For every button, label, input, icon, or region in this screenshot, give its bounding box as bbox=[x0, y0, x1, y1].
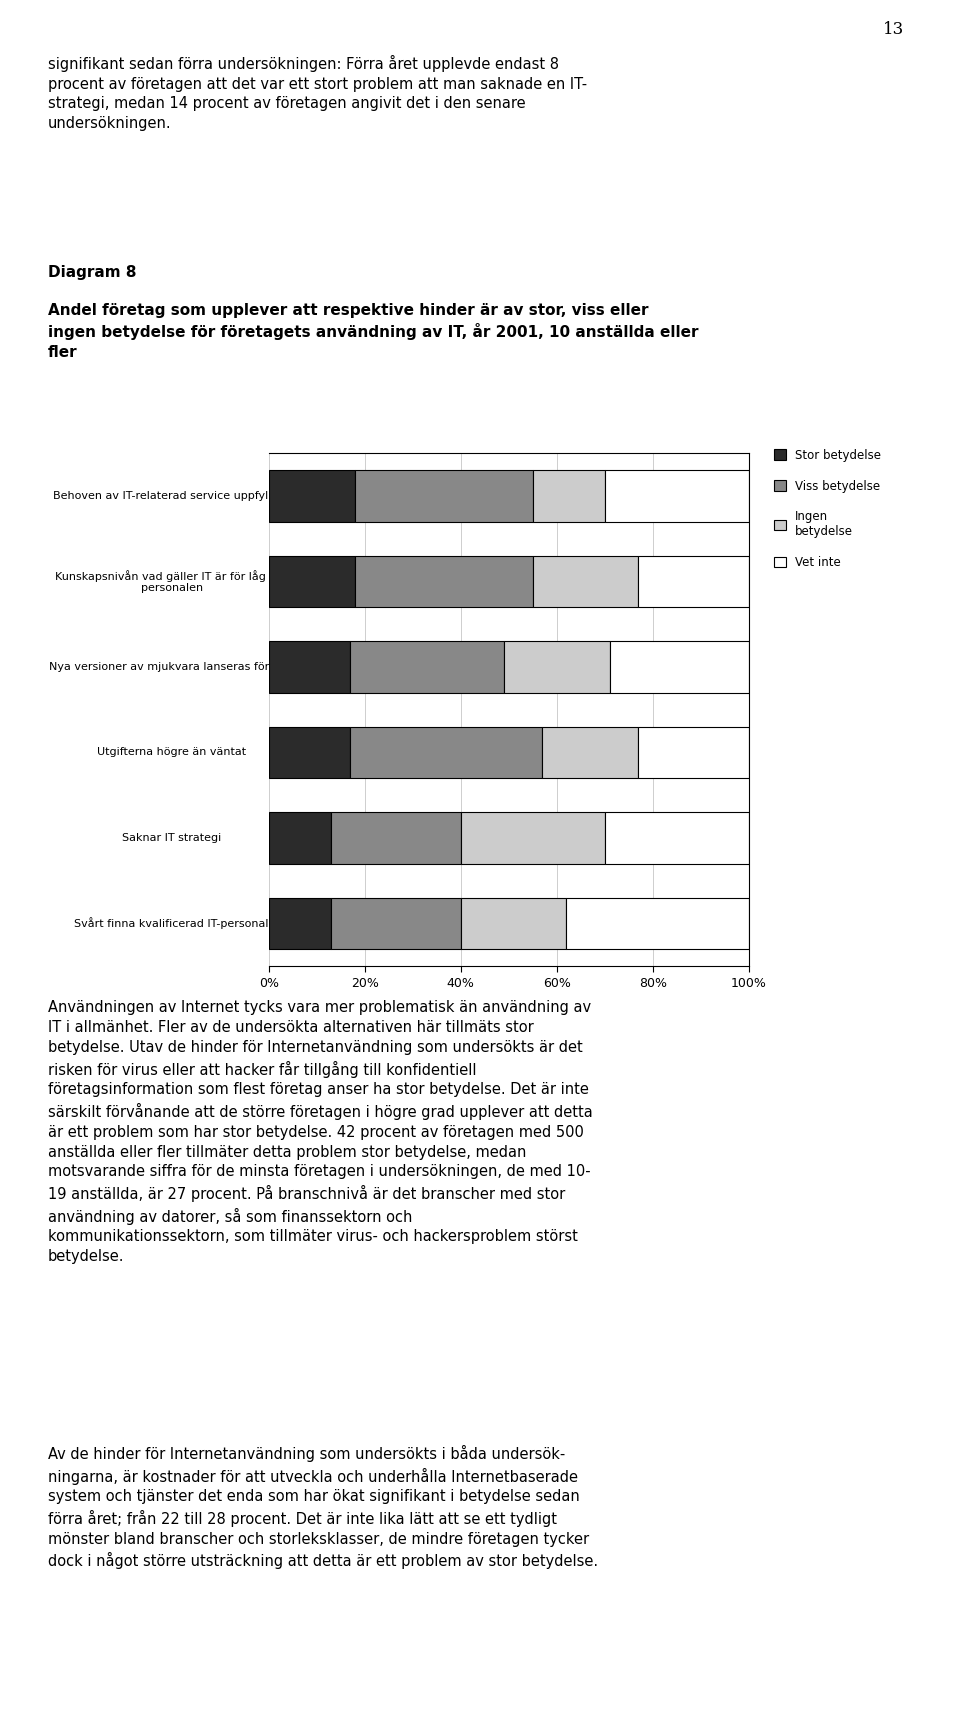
Bar bbox=[542, 727, 638, 778]
Bar bbox=[605, 812, 749, 864]
Text: Av de hinder för Internetanvändning som undersökts i båda undersök-
ningarna, är: Av de hinder för Internetanvändning som … bbox=[48, 1445, 598, 1570]
Bar bbox=[355, 556, 533, 607]
Bar bbox=[504, 641, 610, 693]
Bar bbox=[355, 470, 533, 522]
Bar bbox=[269, 727, 350, 778]
Bar bbox=[566, 898, 749, 949]
Bar bbox=[461, 898, 566, 949]
Bar bbox=[638, 727, 749, 778]
Bar bbox=[331, 812, 461, 864]
Bar bbox=[533, 470, 605, 522]
Text: Användningen av Internet tycks vara mer problematisk än användning av
IT i allmä: Användningen av Internet tycks vara mer … bbox=[48, 1000, 592, 1264]
Legend: Stor betydelse, Viss betydelse, Ingen
betydelse, Vet inte: Stor betydelse, Viss betydelse, Ingen be… bbox=[774, 448, 881, 569]
Bar bbox=[269, 556, 355, 607]
Bar bbox=[269, 898, 331, 949]
Bar bbox=[269, 641, 350, 693]
Bar bbox=[350, 641, 504, 693]
Bar bbox=[605, 470, 749, 522]
Bar bbox=[610, 641, 749, 693]
Bar bbox=[638, 556, 749, 607]
Text: Andel företag som upplever att respektive hinder är av stor, viss eller
ingen be: Andel företag som upplever att respektiv… bbox=[48, 303, 699, 361]
Bar bbox=[350, 727, 542, 778]
Bar bbox=[461, 812, 605, 864]
Text: Diagram 8: Diagram 8 bbox=[48, 265, 136, 280]
Bar bbox=[269, 812, 331, 864]
Bar bbox=[269, 470, 355, 522]
Text: signifikant sedan förra undersökningen: Förra året upplevde endast 8
procent av : signifikant sedan förra undersökningen: … bbox=[48, 55, 588, 132]
Bar bbox=[533, 556, 638, 607]
Text: 13: 13 bbox=[883, 21, 904, 38]
Bar bbox=[331, 898, 461, 949]
